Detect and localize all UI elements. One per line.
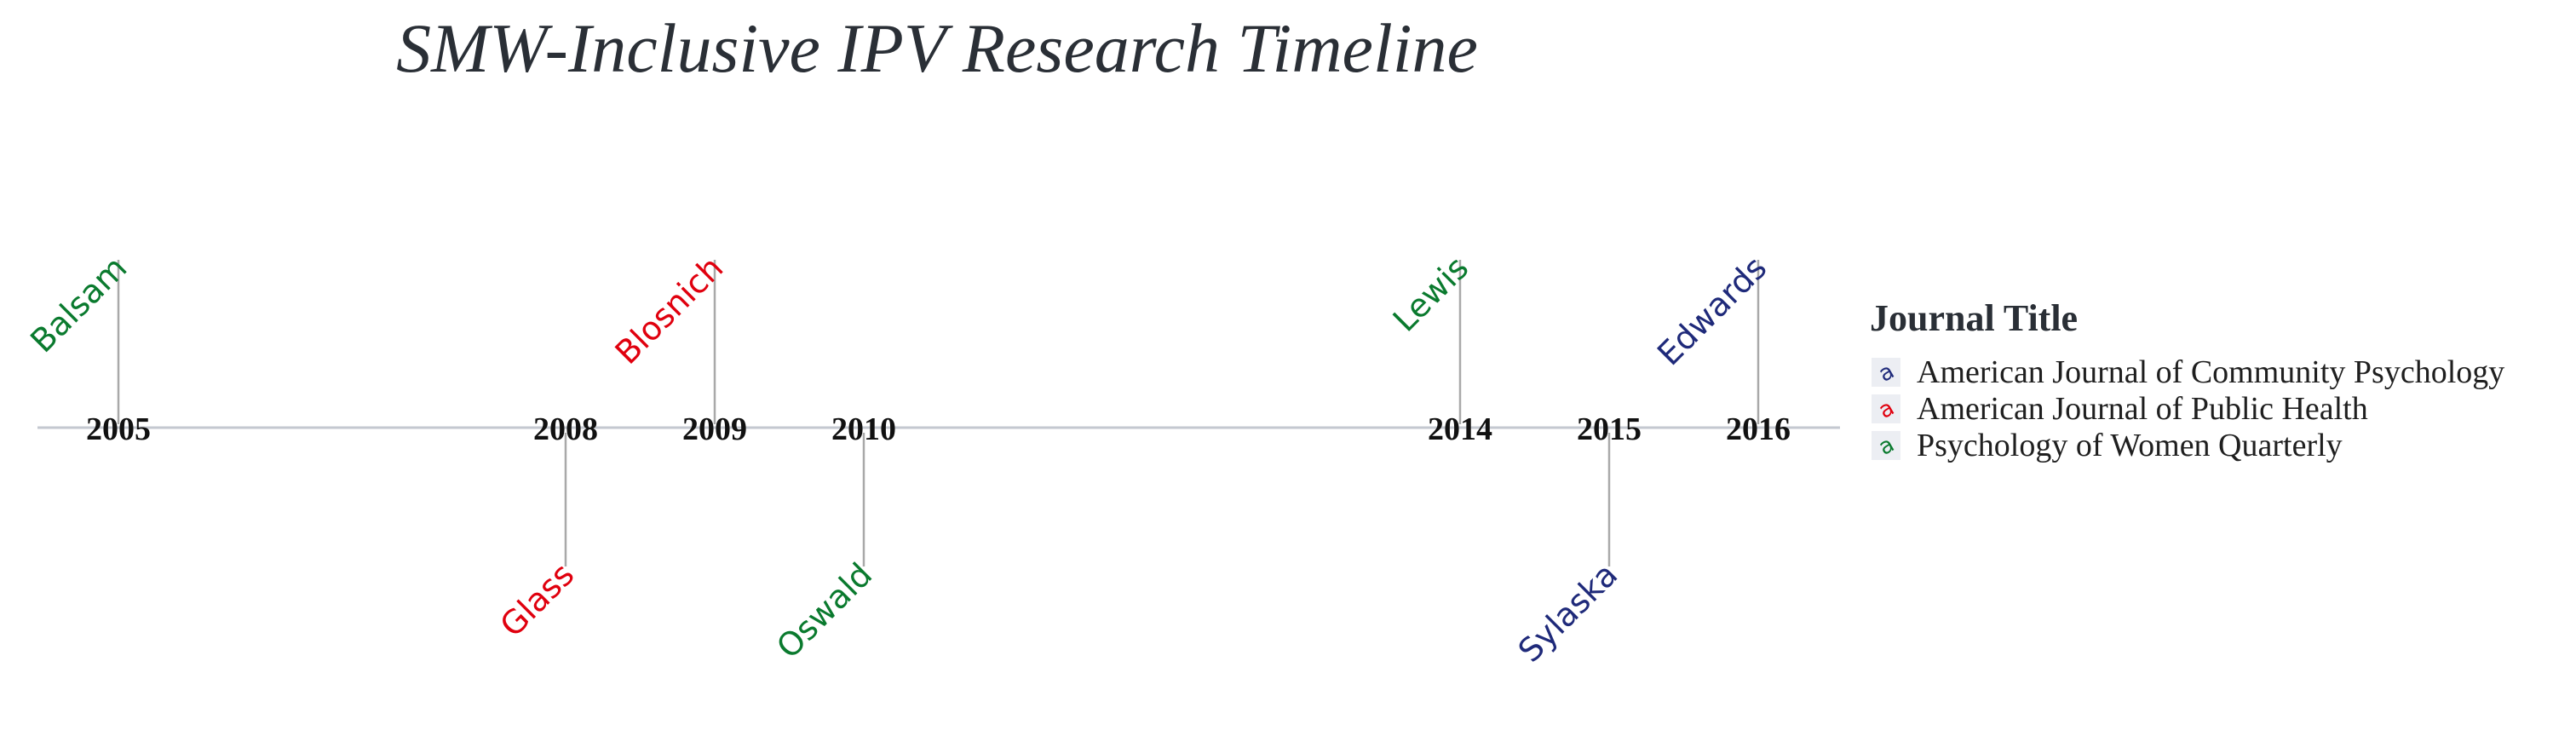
legend-swatch [1872, 431, 1900, 460]
year-labels: 2005 2008 2009 2010 2014 2015 2016 [86, 411, 1791, 447]
year-label: 2015 [1577, 411, 1642, 447]
legend-item[interactable]: a American Journal of Public Health [1872, 391, 2368, 427]
legend-swatch [1872, 394, 1900, 423]
author-label: Sylaska [1511, 555, 1625, 670]
legend-item[interactable]: a Psychology of Women Quarterly [1872, 428, 2343, 463]
legend-label: American Journal of Public Health [1917, 391, 2368, 427]
author-label: Edwards [1650, 249, 1774, 372]
author-labels: BalsamGlassBlosnichOswaldLewisSylaskaEdw… [23, 249, 1774, 670]
year-label: 2014 [1428, 411, 1492, 447]
author-label: Lewis [1386, 249, 1476, 339]
author-label: Blosnich [608, 249, 731, 371]
year-label: 2010 [831, 411, 896, 447]
legend: Journal Title a American Journal of Commu… [1870, 297, 2504, 463]
legend-label: Psychology of Women Quarterly [1917, 428, 2343, 463]
year-label: 2009 [682, 411, 747, 447]
legend-title: Journal Title [1870, 297, 2078, 339]
author-label: Oswald [769, 555, 879, 665]
year-label: 2005 [86, 411, 151, 447]
legend-items: a American Journal of Community Psycholog… [1872, 354, 2504, 463]
legend-swatch [1872, 358, 1900, 387]
legend-item[interactable]: a American Journal of Community Psycholog… [1872, 354, 2504, 390]
author-label: Glass [492, 555, 581, 644]
year-label: 2008 [533, 411, 598, 447]
year-label: 2016 [1726, 411, 1791, 447]
legend-label: American Journal of Community Psychology [1917, 354, 2504, 390]
chart-title: SMW-Inclusive IPV Research Timeline [396, 9, 1478, 87]
event-stems [117, 260, 1760, 566]
